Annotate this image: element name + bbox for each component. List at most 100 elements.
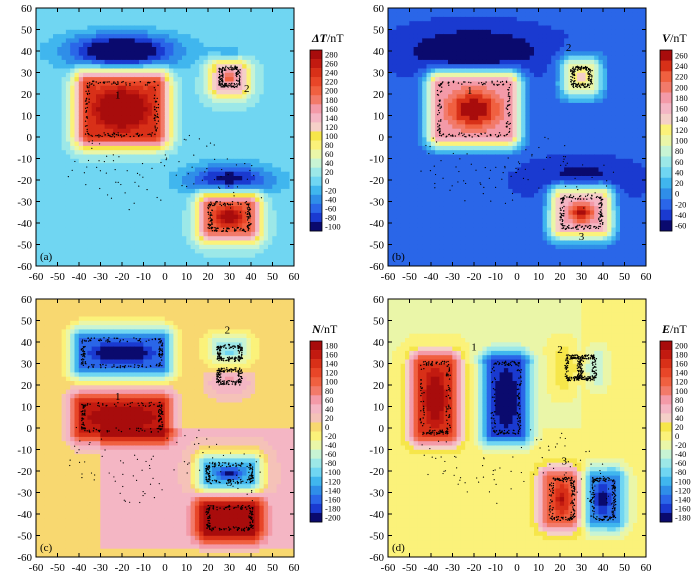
- heatmap-cell: [242, 179, 247, 185]
- heatmap-cell: [104, 214, 110, 219]
- heatmap-cell: [413, 188, 419, 194]
- heatmap-cell: [392, 20, 397, 26]
- heatmap-cell: [190, 240, 196, 245]
- heatmap-cell: [164, 158, 170, 164]
- heatmap-cell: [182, 85, 187, 90]
- heatmap-cell: [134, 89, 140, 95]
- heatmap-cell: [173, 106, 179, 112]
- heatmap-cell: [65, 184, 71, 189]
- heatmap-cell: [61, 72, 67, 78]
- heatmap-cell: [130, 218, 136, 224]
- heatmap-cell: [237, 244, 243, 250]
- heatmap-cell: [276, 20, 282, 26]
- colorbar: ΔT/nT28026024022020018016014012010080604…: [309, 31, 344, 231]
- heatmap-cell: [422, 16, 427, 22]
- heatmap-cell: [280, 222, 286, 228]
- heatmap-cell: [100, 257, 106, 262]
- heatmap-cell: [207, 12, 213, 17]
- colorbar-swatch: [310, 149, 322, 159]
- heatmap-cell: [61, 222, 67, 228]
- heatmap-cell: [212, 214, 217, 219]
- colorbar-swatch: [310, 158, 322, 168]
- heatmap-cell: [151, 98, 157, 103]
- heatmap-cell: [96, 192, 101, 198]
- heatmap-cell: [400, 25, 406, 30]
- heatmap-cell: [143, 166, 149, 172]
- heatmap-cell: [259, 179, 265, 185]
- trace-point: [188, 134, 190, 137]
- heatmap-cell: [388, 205, 393, 211]
- heatmap-cell: [61, 115, 67, 121]
- heatmap-cell: [417, 188, 423, 194]
- heatmap-cell: [229, 106, 235, 112]
- heatmap-cell: [78, 257, 84, 262]
- heatmap-cell: [280, 119, 286, 125]
- heatmap-cell: [44, 175, 50, 181]
- heatmap-cell: [220, 63, 226, 69]
- heatmap-cell: [212, 218, 217, 224]
- heatmap-cell: [126, 12, 131, 17]
- heatmap-cell: [203, 154, 209, 159]
- heatmap-cell: [233, 12, 239, 17]
- heatmap-cell: [83, 192, 88, 198]
- heatmap-cell: [405, 244, 410, 250]
- heatmap-cell: [160, 16, 166, 22]
- heatmap-cell: [143, 46, 149, 52]
- heatmap-cell: [212, 85, 217, 90]
- heatmap-cell: [220, 188, 226, 194]
- heatmap-cell: [426, 141, 432, 146]
- heatmap-cell: [151, 25, 157, 30]
- heatmap-cell: [40, 179, 45, 185]
- heatmap-cell: [216, 33, 222, 39]
- heatmap-cell: [44, 50, 50, 56]
- heatmap-cell: [126, 261, 131, 266]
- heatmap-cell: [259, 261, 265, 266]
- heatmap-cell: [225, 89, 230, 95]
- heatmap-cell: [156, 93, 161, 99]
- heatmap-cell: [177, 76, 183, 82]
- heatmap-cell: [160, 98, 166, 103]
- heatmap-cell: [392, 222, 397, 228]
- trace-point: [155, 110, 158, 113]
- heatmap-cell: [44, 25, 50, 30]
- heatmap-cell: [225, 123, 230, 129]
- trace-point: [155, 128, 157, 131]
- heatmap-cell: [255, 46, 260, 52]
- heatmap-cell: [268, 111, 273, 116]
- heatmap-cell: [409, 46, 415, 52]
- heatmap-cell: [400, 252, 406, 258]
- trace-point: [153, 94, 156, 97]
- heatmap-cell: [220, 80, 226, 86]
- heatmap-cell: [268, 59, 273, 65]
- heatmap-cell: [104, 98, 110, 103]
- heatmap-cell: [100, 42, 106, 47]
- heatmap-cell: [91, 33, 97, 39]
- heatmap-cell: [430, 205, 436, 211]
- heatmap-cell: [405, 154, 410, 159]
- trace-point: [235, 79, 238, 82]
- heatmap-cell: [426, 72, 432, 78]
- heatmap-cell: [121, 154, 127, 159]
- heatmap-cell: [203, 261, 209, 266]
- heatmap-cell: [190, 25, 196, 30]
- trace-point: [109, 135, 111, 138]
- heatmap-cell: [117, 115, 123, 121]
- heatmap-cell: [70, 123, 75, 129]
- heatmap-cell: [173, 37, 179, 43]
- heatmap-cell: [147, 8, 153, 13]
- heatmap-cell: [199, 102, 204, 108]
- heatmap-cell: [57, 111, 63, 116]
- heatmap-cell: [44, 12, 50, 17]
- trace-point: [230, 207, 232, 209]
- heatmap-cell: [108, 98, 114, 103]
- heatmap-cell: [255, 218, 260, 224]
- heatmap-cell: [237, 235, 243, 241]
- heatmap-cell: [220, 244, 226, 250]
- heatmap-cell: [242, 261, 247, 266]
- heatmap-cell: [121, 218, 127, 224]
- heatmap-cell: [190, 149, 196, 155]
- heatmap-cell: [413, 248, 419, 254]
- heatmap-cell: [36, 205, 41, 211]
- heatmap-cell: [121, 244, 127, 250]
- trace-point: [221, 83, 223, 85]
